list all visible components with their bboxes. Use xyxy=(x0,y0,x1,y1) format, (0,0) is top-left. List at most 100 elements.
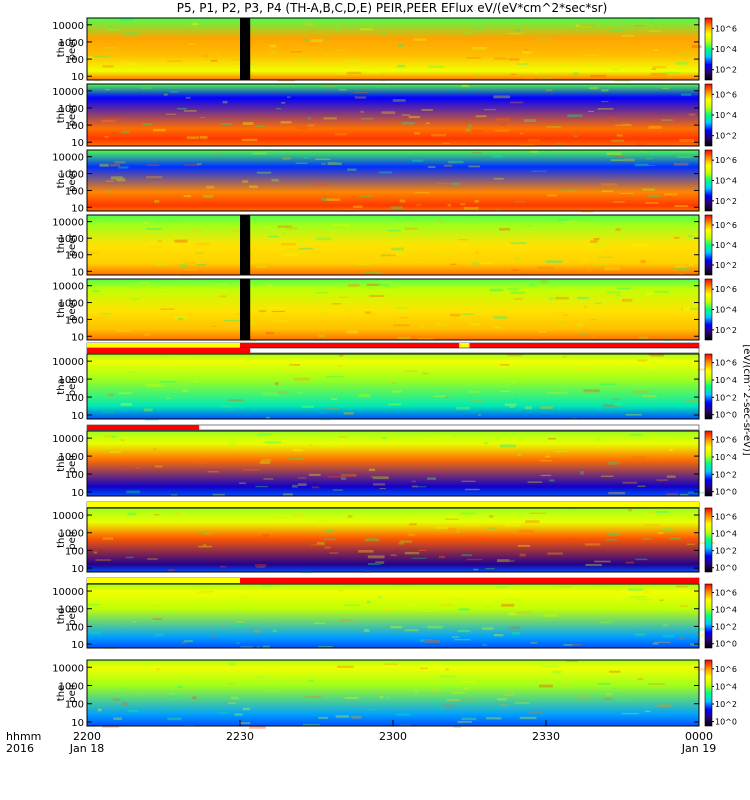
x-tick-time: 2300 xyxy=(379,730,407,743)
y-tick-label: 100 xyxy=(65,121,84,132)
panel-probe-label: tha xyxy=(56,41,67,57)
colorbar-tick-label: 10^2 xyxy=(715,700,737,709)
panel-product-label: peer xyxy=(67,103,78,127)
colorbar-tick-label: 10^0 xyxy=(715,564,737,573)
y-tick-label: 1000 xyxy=(59,170,84,181)
x-tick-time: 0000 xyxy=(685,730,713,743)
spectrogram-image xyxy=(87,660,699,726)
colorbar-thb-peir: 10^0 10^2 10^4 10^6 xyxy=(704,430,737,497)
spectrogram-image xyxy=(87,84,699,146)
panel-product-label: peer xyxy=(67,168,78,192)
spectrogram-image xyxy=(87,150,699,211)
colorbar-the-peer: 10^2 10^4 10^6 xyxy=(704,278,737,341)
y-tick-label: 100 xyxy=(65,393,84,404)
spectrogram-texture xyxy=(101,84,696,148)
panel-product-label: peir xyxy=(67,605,78,625)
y-tick-label: 1000 xyxy=(59,375,84,386)
spectrogram-image xyxy=(87,279,699,340)
panel-probe-label: thb xyxy=(56,107,67,124)
y-tick-label: 100 xyxy=(65,251,84,262)
colorbar-tick-label: 10^2 xyxy=(715,197,737,206)
panel-probe-label: the xyxy=(56,685,67,701)
panel-tha-peer: 10 100 1000 10000 tha peer xyxy=(52,17,702,83)
y-tick-label: 100 xyxy=(65,55,84,66)
y-tick-label: 10000 xyxy=(52,218,84,229)
panel-the-peir: 10 100 1000 10000 the peir xyxy=(52,659,707,729)
panel-frame xyxy=(86,17,700,81)
colorbar-thd-peir: 10^0 10^2 10^4 10^6 xyxy=(704,583,737,649)
colorbar-tick-label: 10^6 xyxy=(715,24,737,33)
y-tick-label: 100 xyxy=(65,622,84,633)
y-tick-label: 100 xyxy=(65,186,84,197)
y-tick-label: 1000 xyxy=(59,452,84,463)
data-gap xyxy=(240,215,251,275)
colorbar-thd-peer: 10^2 10^4 10^6 xyxy=(704,214,737,276)
y-tick-label: 10000 xyxy=(52,663,84,674)
flag-bar-segment xyxy=(87,578,240,583)
colorbar-ramp xyxy=(704,278,713,341)
y-tick-label: 10000 xyxy=(52,87,84,98)
panel-frame xyxy=(86,583,700,649)
panel-thb-peir: 10 100 1000 10000 thb peir xyxy=(52,424,705,499)
y-tick-label: 10000 xyxy=(52,587,84,598)
spectrogram-texture xyxy=(87,584,707,650)
spectrogram-image xyxy=(87,431,699,496)
colorbar-tick-label: 10^6 xyxy=(715,90,737,99)
panel-probe-label: thd xyxy=(56,608,67,625)
colorbar-label: [eV/(cm^2-sec-sr-eV)] xyxy=(741,344,750,455)
colorbar-ramp xyxy=(704,214,713,276)
y-tick-label: 10 xyxy=(71,411,84,422)
colorbar-tick-label: 10^4 xyxy=(715,111,737,120)
panel-probe-label: thc xyxy=(56,532,67,548)
colorbar-tick-label: 10^4 xyxy=(715,606,737,615)
colorbar-tick-label: 10^6 xyxy=(715,359,737,368)
flag-bar-segment xyxy=(87,348,251,353)
y-tick-label: 10 xyxy=(71,203,84,214)
spectrogram-image xyxy=(87,508,699,572)
colorbar-tick-label: 10^2 xyxy=(715,66,737,75)
x-axis-row-label: 2016 xyxy=(6,742,34,755)
colorbar-ramp xyxy=(704,17,713,81)
y-tick-label: 1000 xyxy=(59,38,84,49)
y-tick-label: 10 xyxy=(71,72,84,83)
x-tick-date: Jan 19 xyxy=(681,742,716,755)
flag-bar-segment xyxy=(87,502,699,507)
spectrogram-image xyxy=(87,354,699,419)
y-tick-label: 10000 xyxy=(52,153,84,164)
flag-bar-segment xyxy=(87,343,240,348)
flag-bar-segment xyxy=(459,343,470,348)
colorbars: 10^210^410^610^210^410^610^210^410^610^2… xyxy=(704,17,737,727)
y-tick-label: 1000 xyxy=(59,234,84,245)
y-tick-label: 100 xyxy=(65,700,84,711)
colorbar-ramp xyxy=(704,149,713,212)
colorbar-tick-label: 10^2 xyxy=(715,470,737,479)
y-tick-label: 1000 xyxy=(59,681,84,692)
colorbar-tick-label: 10^6 xyxy=(715,156,737,165)
panel-the-peer: 10 100 1000 10000 the peer xyxy=(52,278,700,349)
y-tick-label: 10 xyxy=(71,640,84,651)
spectrogram-image xyxy=(87,215,699,275)
y-tick-label: 10000 xyxy=(52,434,84,445)
y-tick-label: 1000 xyxy=(59,299,84,310)
panel-product-label: peir xyxy=(67,682,78,702)
x-axis-row-label: hhmm xyxy=(6,730,41,743)
colorbar-tick-label: 10^4 xyxy=(715,241,737,250)
flag-bar-segment xyxy=(469,343,699,348)
data-gap xyxy=(240,18,251,80)
x-tick-date: Jan 18 xyxy=(69,742,104,755)
panel-product-label: peir xyxy=(67,529,78,549)
colorbar-tick-label: 10^4 xyxy=(715,306,737,315)
panel-probe-label: the xyxy=(56,301,67,317)
panel-frame xyxy=(86,507,700,573)
spectrogram-image xyxy=(87,584,699,648)
colorbar-tick-label: 10^2 xyxy=(715,261,737,270)
colorbar-tick-label: 10^6 xyxy=(715,285,737,294)
x-tick-time: 2230 xyxy=(226,730,254,743)
panel-frame xyxy=(86,353,700,420)
colorbar-thc-peir: 10^0 10^2 10^4 10^6 xyxy=(704,507,737,573)
panel-product-label: peer xyxy=(67,37,78,61)
colorbar-tha-peer: 10^2 10^4 10^6 xyxy=(704,17,737,81)
flag-bar-segment xyxy=(87,425,200,430)
